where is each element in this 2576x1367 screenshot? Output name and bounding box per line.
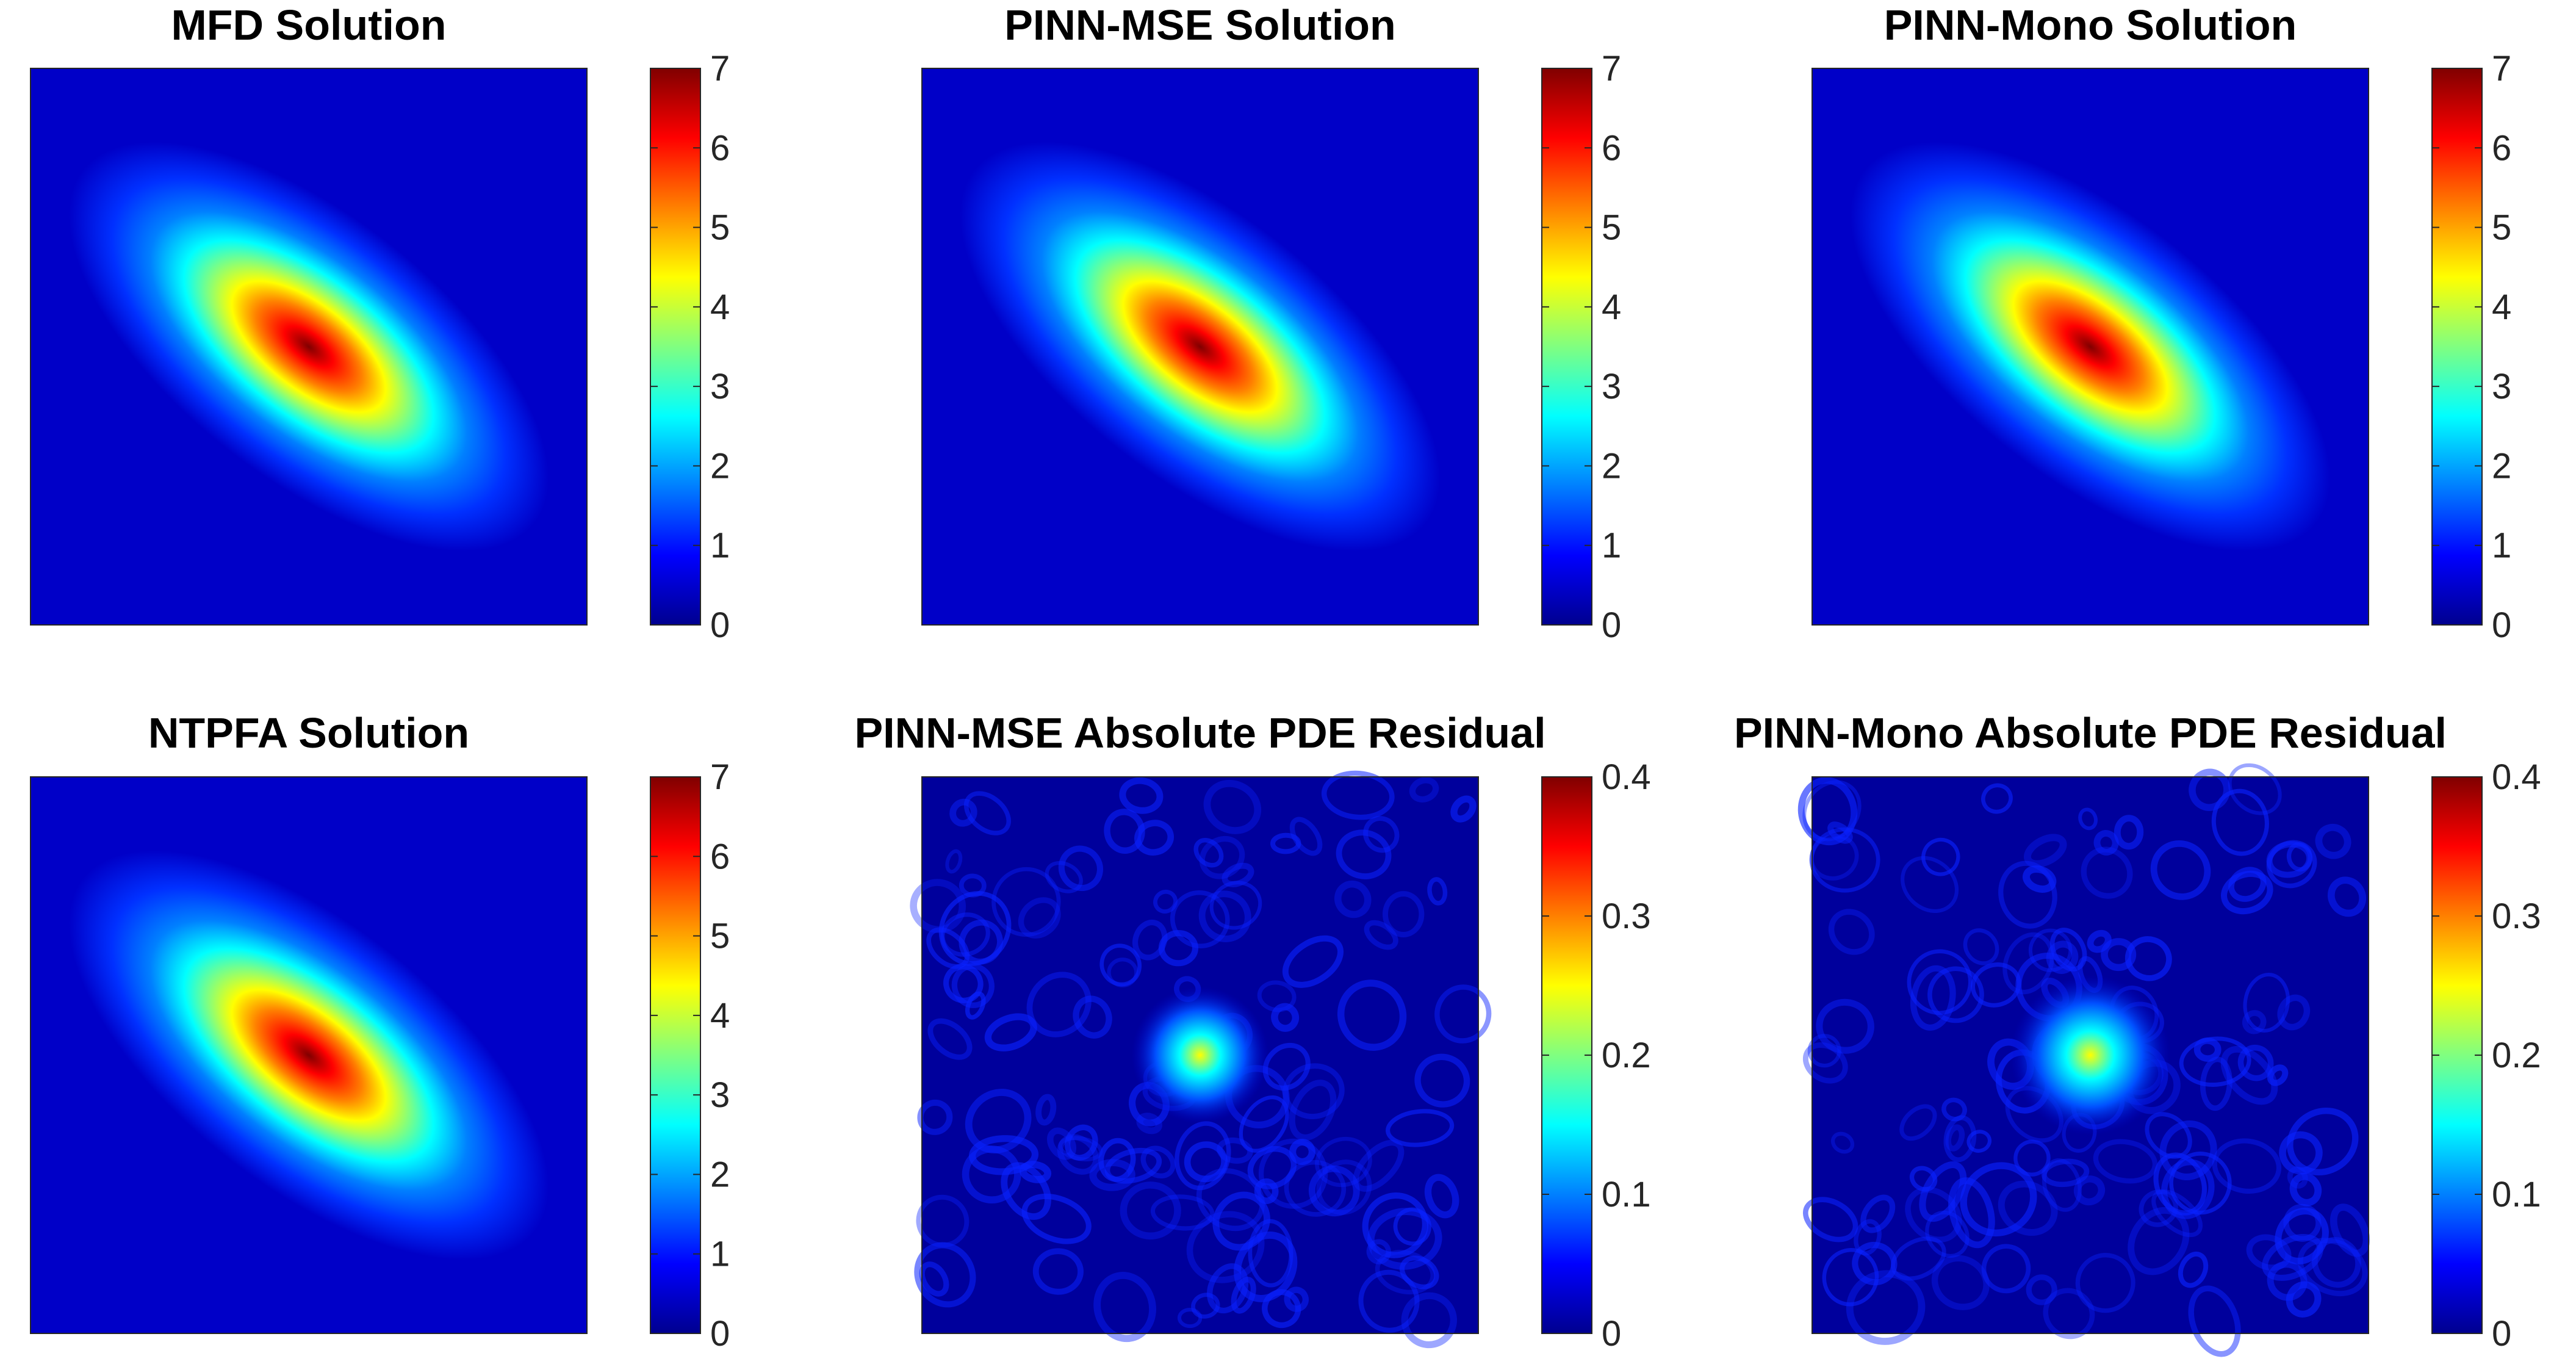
colorbar-tick-label-mfd: 0 <box>710 605 730 645</box>
colorbar-tick-label-ntpfa: 3 <box>710 1075 730 1115</box>
panel-mfd: MFD Solution 0 1 2 3 4 5 6 7 <box>30 1 730 645</box>
heatmap-frame-mfd <box>30 68 588 626</box>
colorbar-tick-label-mfd: 3 <box>710 367 730 406</box>
colorbar-tick-label-pinn-mono-residual: 0.3 <box>2492 896 2541 936</box>
colorbar-tick-label-pinn-mono: 4 <box>2492 287 2511 327</box>
panel-pinn-mse: PINN-MSE Solution 0 1 2 3 4 5 6 7 <box>921 1 1621 645</box>
residual-hotspot-pinn-mono-residual <box>2010 975 2171 1136</box>
panel-title-pinn-mse: PINN-MSE Solution <box>1004 1 1396 49</box>
colorbar-tick-label-pinn-mse: 3 <box>1602 367 1621 406</box>
heatmap-frame-pinn-mono-residual <box>1811 776 2369 1334</box>
colorbar-tick-label-pinn-mse: 4 <box>1602 287 1621 327</box>
colorbar-tick-label-pinn-mse-residual: 0.2 <box>1602 1036 1651 1075</box>
colorbar-pinn-mse-residual <box>1541 776 1592 1334</box>
colorbar-tick-label-pinn-mse: 2 <box>1602 446 1621 486</box>
colorbar-tick-label-ntpfa: 5 <box>710 917 730 956</box>
colorbar-tick-label-pinn-mono: 1 <box>2492 526 2511 566</box>
colorbar-tick-label-pinn-mse: 0 <box>1602 605 1621 645</box>
solution-peak-pinn-mse <box>960 142 1441 552</box>
colorbar-tick-label-pinn-mono-residual: 0 <box>2492 1314 2511 1354</box>
panel-ntpfa: NTPFA Solution 0 1 2 3 4 5 6 7 <box>30 709 730 1354</box>
panels-layer: MFD Solution 0 1 2 3 4 5 6 7 PINN-MSE Solution 0 1 2… <box>30 1 2541 1357</box>
panel-title-pinn-mse-residual: PINN-MSE Absolute PDE Residual <box>854 709 1545 757</box>
colorbar-tick-label-pinn-mse-residual: 0 <box>1602 1314 1621 1354</box>
heatmap-frame-pinn-mono <box>1811 68 2369 626</box>
colorbar-tick-label-pinn-mse: 1 <box>1602 526 1621 566</box>
colorbar-tick-label-pinn-mono: 5 <box>2492 208 2511 248</box>
solution-peak-ntpfa <box>68 850 549 1260</box>
colorbar-tick-label-pinn-mse-residual: 0.1 <box>1602 1175 1651 1214</box>
colorbar-tick-label-pinn-mse: 5 <box>1602 208 1621 248</box>
colorbar-tick-label-mfd: 2 <box>710 446 730 486</box>
colorbar-tick-label-mfd: 6 <box>710 128 730 168</box>
colorbar-tick-label-pinn-mono: 7 <box>2492 49 2511 88</box>
colorbar-tick-label-pinn-mono: 0 <box>2492 605 2511 645</box>
colorbar-tick-label-pinn-mono-residual: 0.1 <box>2492 1175 2541 1214</box>
colorbar-tick-label-pinn-mse: 7 <box>1602 49 1621 88</box>
panel-pinn-mono: PINN-Mono Solution 0 1 2 3 4 5 6 7 <box>1811 1 2511 645</box>
colorbar-pinn-mono-residual <box>2431 776 2483 1334</box>
panel-title-mfd: MFD Solution <box>171 1 446 49</box>
residual-ripples-pinn-mse-residual <box>910 770 1492 1349</box>
colorbar-pinn-mono <box>2431 68 2483 626</box>
colorbar-tick-label-ntpfa: 2 <box>710 1155 730 1194</box>
panel-pinn-mono-residual: PINN-Mono Absolute PDE Residual 0 0.1 0.2 0.… <box>1734 709 2541 1357</box>
colorbar-tick-label-pinn-mono: 2 <box>2492 446 2511 486</box>
colorbar-tick-label-mfd: 7 <box>710 49 730 88</box>
residual-ripples-pinn-mono-residual <box>1797 763 2370 1357</box>
colorbar-tick-label-pinn-mse-residual: 0.3 <box>1602 896 1651 936</box>
heatmap-frame-ntpfa <box>30 776 588 1334</box>
colorbar-tick-label-ntpfa: 4 <box>710 996 730 1036</box>
panel-title-pinn-mono-residual: PINN-Mono Absolute PDE Residual <box>1734 709 2447 757</box>
colorbar-tick-label-pinn-mse: 6 <box>1602 128 1621 168</box>
colorbar-tick-label-ntpfa: 6 <box>710 837 730 876</box>
colorbar-tick-label-pinn-mono-residual: 0.2 <box>2492 1036 2541 1075</box>
solution-peak-mfd <box>68 142 549 552</box>
residual-hotspot-pinn-mse-residual <box>1131 986 1269 1124</box>
colorbar-tick-label-mfd: 4 <box>710 287 730 327</box>
colorbar-tick-label-pinn-mono-residual: 0.4 <box>2492 757 2541 797</box>
panel-pinn-mse-residual: PINN-MSE Absolute PDE Residual 0 0.1 0.2 0.3… <box>854 709 1650 1354</box>
heatmap-frame-pinn-mse-residual <box>921 776 1479 1334</box>
solution-peak-pinn-mono <box>1850 142 2331 552</box>
colorbar-tick-label-mfd: 1 <box>710 526 730 566</box>
colorbar-tick-label-ntpfa: 1 <box>710 1235 730 1274</box>
colorbar-tick-label-ntpfa: 0 <box>710 1314 730 1354</box>
heatmap-frame-pinn-mse <box>921 68 1479 626</box>
colorbar-ntpfa <box>650 776 701 1334</box>
panel-title-pinn-mono: PINN-Mono Solution <box>1884 1 2297 49</box>
colorbar-tick-label-pinn-mono: 3 <box>2492 367 2511 406</box>
colorbar-tick-label-pinn-mono: 6 <box>2492 128 2511 168</box>
colorbar-tick-label-mfd: 5 <box>710 208 730 248</box>
colorbar-tick-label-ntpfa: 7 <box>710 757 730 797</box>
panel-title-ntpfa: NTPFA Solution <box>148 709 469 757</box>
colorbar-pinn-mse <box>1541 68 1592 626</box>
colorbar-mfd <box>650 68 701 626</box>
colorbar-tick-label-pinn-mse-residual: 0.4 <box>1602 757 1651 797</box>
